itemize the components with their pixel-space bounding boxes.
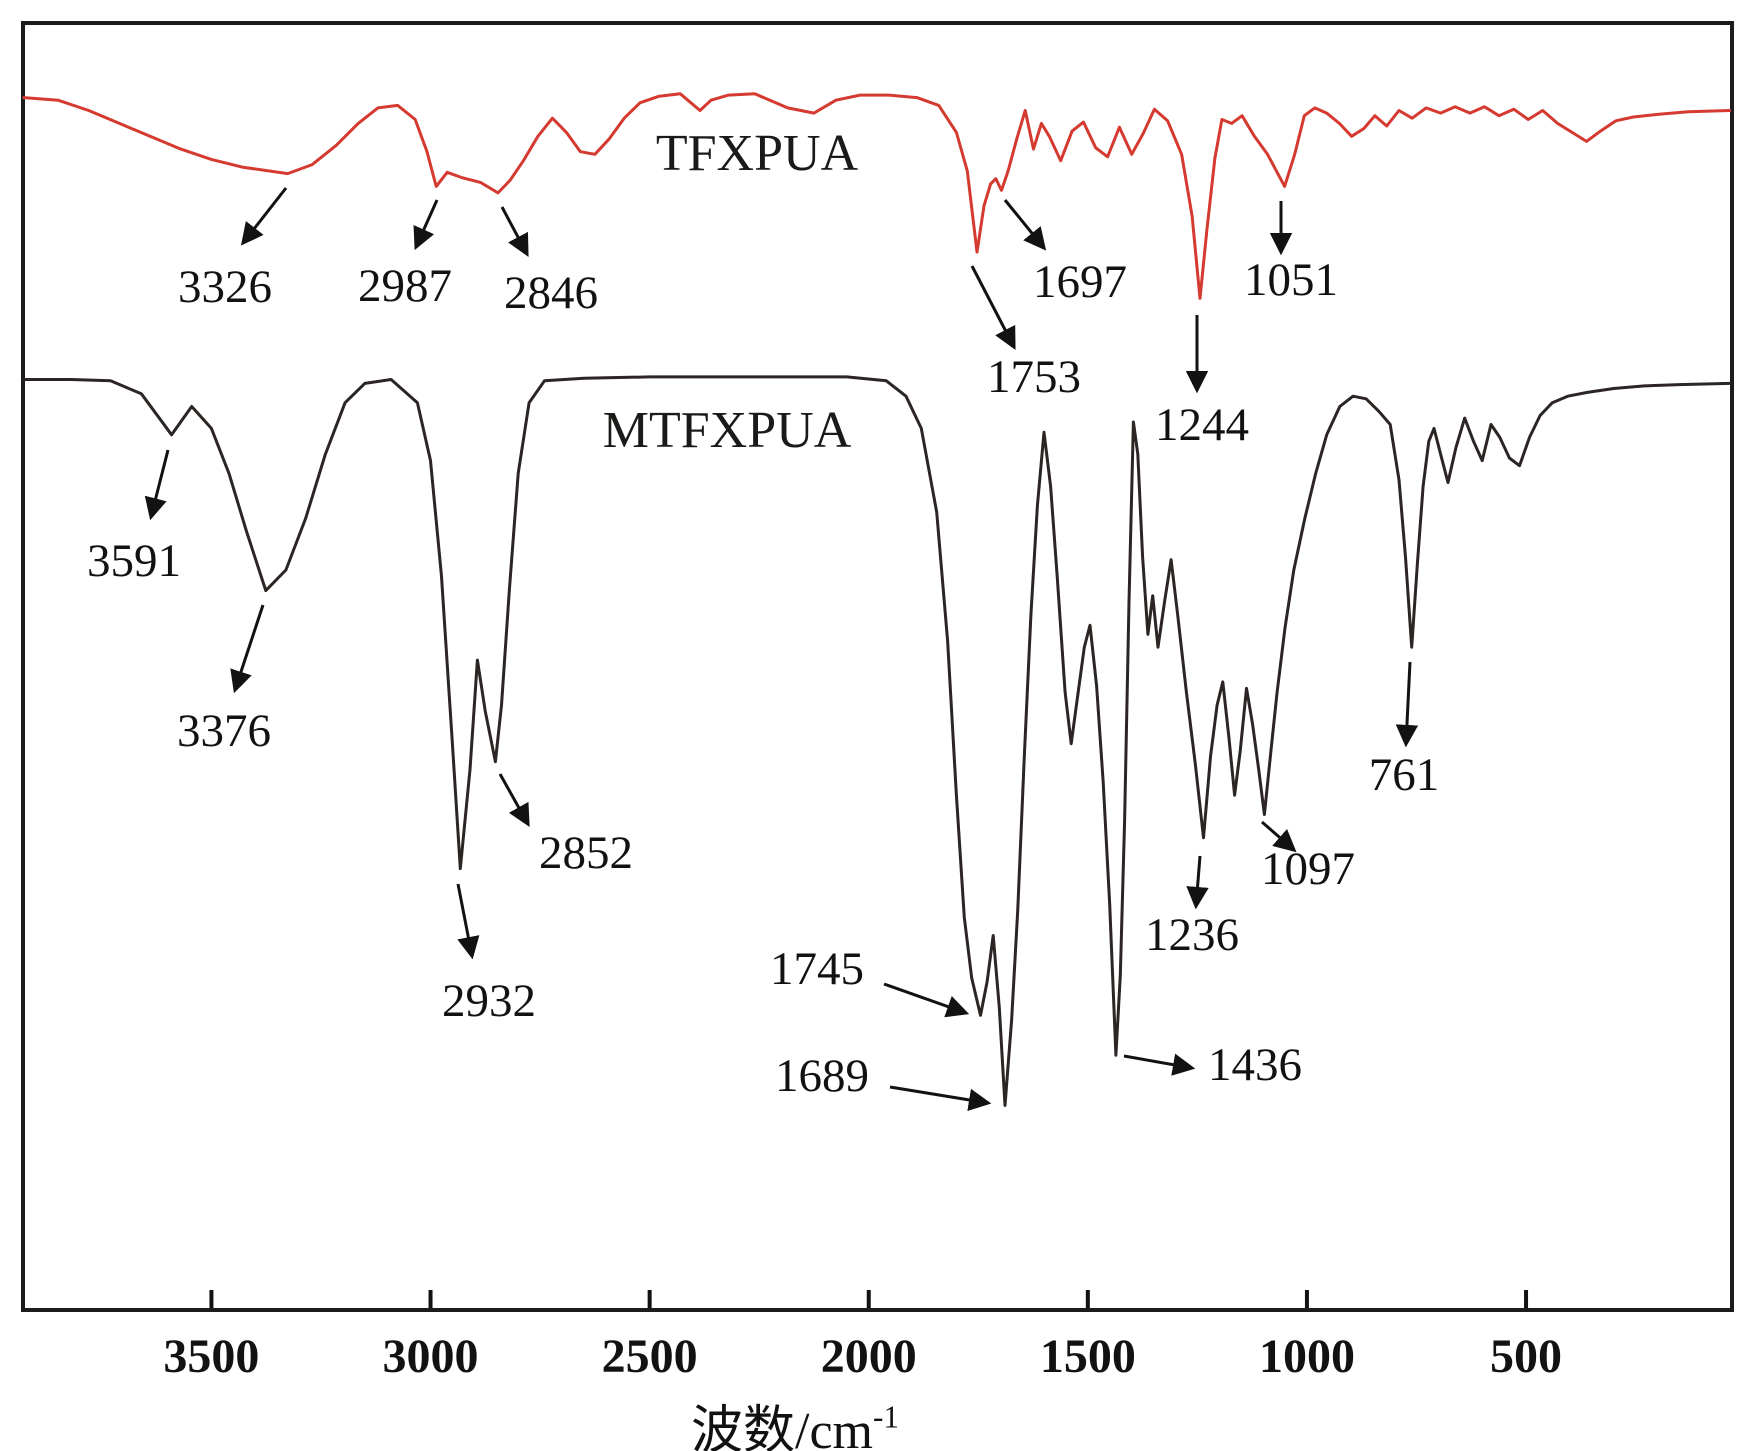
- annotation-arrow: [883, 982, 970, 1018]
- annotation-arrow: [970, 265, 1016, 350]
- x-axis-title-superscript: -1: [873, 1399, 899, 1435]
- x-axis-tick-label: 3000: [383, 1330, 479, 1383]
- peak-annotation-1236: 1236: [1145, 855, 1239, 961]
- annotation-label: 1051: [1244, 254, 1338, 306]
- x-axis-tick-label: 1500: [1040, 1330, 1136, 1383]
- x-axis-tick-label: 2000: [821, 1330, 917, 1383]
- tfxpua-curve: [22, 92, 1732, 300]
- peak-annotation-1051: 1051: [1244, 201, 1338, 306]
- annotation-label: 3376: [177, 705, 271, 757]
- annotation-label: 1436: [1208, 1039, 1302, 1091]
- series-label-mtfxpua: MTFXPUA: [603, 402, 852, 459]
- x-axis-tick-label: 500: [1490, 1330, 1562, 1383]
- annotation-label: 2987: [358, 260, 452, 312]
- peak-annotation-1436: 1436: [1123, 1039, 1302, 1091]
- annotation-label: 3591: [87, 535, 181, 587]
- annotation-arrow: [240, 187, 288, 246]
- annotation-label: 1689: [775, 1050, 869, 1102]
- peak-annotation-2987: 2987: [358, 199, 452, 312]
- peak-annotation-3326: 3326: [178, 187, 288, 313]
- annotation-label: 3326: [178, 261, 272, 313]
- annotation-label: 2846: [504, 267, 598, 319]
- annotation-arrow: [413, 199, 439, 251]
- annotation-arrow: [1123, 1053, 1196, 1076]
- peak-annotation-2932: 2932: [442, 883, 536, 1027]
- annotation-label: 1097: [1261, 843, 1355, 895]
- annotation-label: 761: [1369, 749, 1440, 801]
- annotation-arrow: [1003, 199, 1047, 251]
- annotation-label: 1244: [1155, 399, 1249, 451]
- peak-annotation-2846: 2846: [500, 206, 598, 319]
- series-label-tfxpua: TFXPUA: [656, 125, 859, 182]
- annotation-arrow: [144, 449, 170, 521]
- annotation-arrow: [1395, 661, 1419, 748]
- x-axis-title-text: 波数/cm: [691, 1403, 873, 1451]
- annotation-arrow: [1261, 820, 1297, 853]
- annotation-label: 2932: [442, 975, 536, 1027]
- peak-annotation-1689: 1689: [775, 1050, 992, 1112]
- peak-annotation-1697: 1697: [1003, 199, 1127, 308]
- x-axis-tick-label: 1000: [1259, 1330, 1355, 1383]
- annotation-arrow: [230, 604, 265, 694]
- x-axis-tick-label: 2500: [602, 1330, 698, 1383]
- annotation-arrow: [456, 883, 480, 960]
- annotation-arrow: [889, 1085, 992, 1112]
- x-axis-tick-label: 3500: [163, 1330, 259, 1383]
- peak-annotation-3376: 3376: [177, 604, 271, 757]
- mtfxpua-curve: [22, 375, 1732, 1107]
- annotation-label: 1697: [1033, 256, 1127, 308]
- annotation-arrow: [498, 773, 530, 827]
- annotation-arrow: [500, 206, 529, 257]
- peak-annotation-3591: 3591: [87, 449, 181, 587]
- peak-annotation-761: 761: [1369, 661, 1440, 801]
- annotation-label: 1236: [1145, 909, 1239, 961]
- annotation-label: 1745: [770, 943, 864, 995]
- x-axis-title: 波数/cm-1: [691, 1388, 899, 1451]
- annotation-arrow: [1186, 855, 1209, 910]
- peak-annotation-1097: 1097: [1261, 820, 1355, 895]
- peak-annotation-1244: 1244: [1155, 315, 1249, 451]
- annotation-label: 2852: [539, 827, 633, 879]
- peak-annotation-1745: 1745: [770, 943, 970, 1018]
- peak-annotation-2852: 2852: [498, 773, 633, 879]
- annotation-label: 1753: [987, 351, 1081, 403]
- plot-frame: [21, 21, 1734, 1312]
- peak-annotation-1753: 1753: [970, 265, 1081, 403]
